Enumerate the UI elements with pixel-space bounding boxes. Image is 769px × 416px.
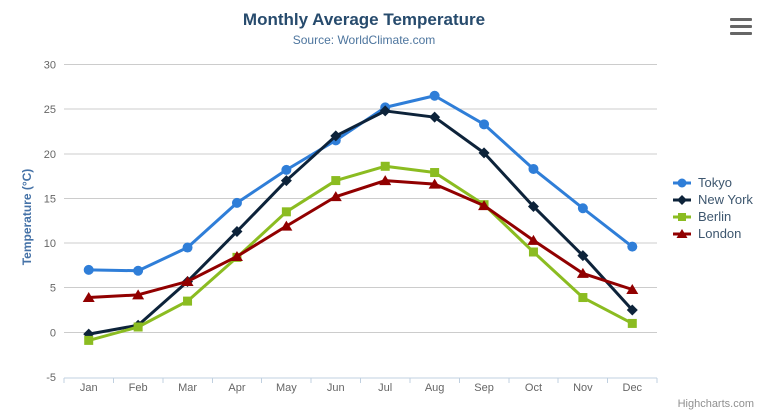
series-london[interactable] [82,175,639,303]
point-new-york-sep[interactable] [478,147,490,159]
legend-label: London [698,226,742,241]
point-london-oct[interactable] [527,234,540,245]
point-tokyo-nov[interactable] [577,203,588,214]
point-london-jun[interactable] [329,191,342,202]
point-london-jul[interactable] [379,175,392,186]
legend-label: Tokyo [698,175,732,190]
x-axis-label: Apr [228,382,245,394]
point-tokyo-dec[interactable] [627,241,638,252]
point-berlin-may[interactable] [281,207,291,217]
point-tokyo-may[interactable] [281,164,292,175]
legend-item-tokyo[interactable]: Tokyo [673,176,753,189]
point-berlin-nov[interactable] [578,293,588,303]
y-axis-label: 15 [44,193,56,205]
point-new-york-jun[interactable] [330,130,342,142]
x-axis [63,377,658,383]
tokyo-legend-marker-icon [673,178,691,187]
series-line-london[interactable] [87,179,634,300]
point-london-sep[interactable] [478,200,491,211]
series-line-berlin[interactable] [87,164,634,342]
point-tokyo-sep[interactable] [479,119,490,130]
x-axis-label: Feb [129,382,148,394]
berlin-legend-marker-icon [673,212,691,221]
y-axis-label: 5 [50,283,56,295]
point-tokyo-oct[interactable] [528,163,539,174]
x-axis-label: Nov [573,382,593,394]
y-axis-label: 10 [44,238,56,250]
y-axis-label: 30 [44,60,56,72]
point-new-york-aug[interactable] [429,111,441,123]
y-axis-label: 0 [50,327,56,339]
x-axis-label: Jul [378,382,392,394]
point-london-may[interactable] [280,220,293,231]
point-london-feb[interactable] [132,289,145,300]
hamburger-icon [730,31,752,35]
y-axis-label: 20 [44,149,56,161]
context-menu-button[interactable] [730,18,752,35]
point-berlin-jul[interactable] [380,161,390,171]
x-axis-label: Mar [178,382,197,394]
credits-link[interactable]: Highcharts.com [677,398,754,410]
point-london-dec[interactable] [626,284,639,294]
legend-item-new-york[interactable]: New York [673,193,753,206]
point-berlin-aug[interactable] [430,168,440,178]
legend: Tokyo New York Berlin London [673,176,753,240]
point-berlin-feb[interactable] [133,322,143,332]
y-axis-title: Temperature (°C) [20,168,34,266]
legend-label: New York [698,192,753,207]
point-new-york-dec[interactable] [626,304,638,316]
point-new-york-may[interactable] [280,175,292,187]
hamburger-icon [730,18,752,22]
x-axis-label: Oct [525,382,542,394]
point-new-york-apr[interactable] [231,225,243,237]
point-new-york-jul[interactable] [379,105,391,117]
point-tokyo-mar[interactable] [182,242,193,253]
point-berlin-jun[interactable] [331,176,341,186]
point-london-mar[interactable] [181,275,194,286]
x-axis-label: Aug [425,382,445,394]
point-new-york-nov[interactable] [577,250,589,262]
series-tokyo[interactable] [83,90,638,276]
point-berlin-mar[interactable] [183,296,193,306]
london-legend-marker-icon [673,228,691,238]
point-tokyo-feb[interactable] [133,265,144,276]
hamburger-icon [730,24,752,29]
x-axis-label: Sep [474,382,494,394]
point-london-jan[interactable] [82,292,95,303]
series-line-new-york[interactable] [87,109,634,336]
x-axis-label: May [276,382,297,394]
x-axis-label: Jan [80,382,98,394]
point-new-york-oct[interactable] [527,200,539,212]
x-axis-label: Jun [327,382,345,394]
x-axis-label: Dec [623,382,643,394]
y-axis-label: -5 [46,372,56,384]
new-york-legend-marker-icon [673,194,691,205]
point-tokyo-apr[interactable] [231,197,242,208]
point-london-apr[interactable] [230,250,243,261]
legend-item-berlin[interactable]: Berlin [673,210,753,223]
point-tokyo-jan[interactable] [83,264,94,275]
series-new-york[interactable] [83,105,638,340]
point-london-nov[interactable] [576,267,589,278]
chart-title: Monthly Average Temperature [242,10,486,29]
legend-label: Berlin [698,209,732,224]
point-london-aug[interactable] [428,178,441,189]
point-berlin-oct[interactable] [528,247,538,257]
point-berlin-jan[interactable] [84,335,94,345]
point-berlin-dec[interactable] [627,318,637,328]
y-axis-label: 25 [44,104,56,116]
legend-item-london[interactable]: London [673,227,753,240]
point-tokyo-aug[interactable] [429,90,440,101]
chart-subtitle: Source: WorldClimate.com [292,33,436,47]
